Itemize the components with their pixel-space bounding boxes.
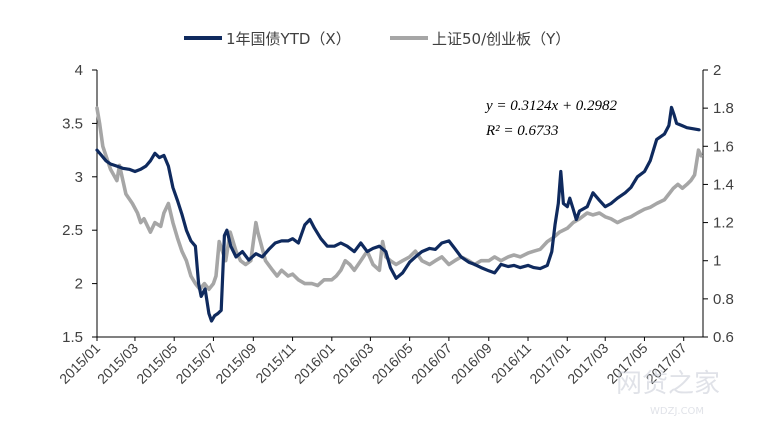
watermark-text: 网贷之家 bbox=[616, 369, 720, 399]
x-tick-label: 2016/05 bbox=[369, 340, 416, 387]
series-layer bbox=[95, 105, 703, 323]
y-right-tick-label: 1.6 bbox=[713, 138, 734, 155]
legend: 1年国债YTD（X） 上证50/创业板（Y） bbox=[184, 30, 570, 48]
y-left-tick-label: 1.5 bbox=[62, 329, 83, 346]
y-left-tick-labels: 4 3.5 3 2.5 2 1.5 bbox=[62, 62, 97, 346]
x-tick-label: 2017/03 bbox=[564, 340, 611, 387]
r-squared: R² = 0.6733 bbox=[485, 123, 559, 139]
x-tick-label: 2015/07 bbox=[172, 340, 219, 387]
legend-label-bond-ytd: 1年国债YTD（X） bbox=[226, 30, 351, 48]
y-right-tick-label: 0.6 bbox=[713, 329, 734, 346]
x-tick-label: 2016/03 bbox=[329, 340, 376, 387]
x-tick-label: 2016/09 bbox=[448, 340, 495, 387]
regression-annotation: y = 0.3124x + 0.2982 R² = 0.6733 bbox=[484, 98, 618, 139]
y-left-tick-label: 2.5 bbox=[62, 222, 83, 239]
x-tick-label: 2015/09 bbox=[212, 340, 259, 387]
y-left-tick-label: 2 bbox=[75, 276, 83, 293]
y-right-tick-label: 0.8 bbox=[713, 291, 734, 308]
legend-label-sz50-chinext: 上证50/创业板（Y） bbox=[432, 30, 570, 48]
y-right-tick-labels: 2 1.8 1.6 1.4 1.2 1 0.8 0.6 bbox=[703, 62, 734, 346]
y-right-tick-label: 1.4 bbox=[713, 176, 734, 193]
y-left-tick-label: 3.5 bbox=[62, 115, 83, 132]
watermark-subtext: WDZJ.COM bbox=[650, 406, 704, 417]
y-left-tick-label: 3 bbox=[75, 169, 83, 186]
x-tick-label: 2016/11 bbox=[488, 340, 535, 387]
y-left-tick-label: 4 bbox=[75, 62, 83, 79]
y-right-tick-label: 1.8 bbox=[713, 100, 734, 117]
series-line-sz50-chinext bbox=[95, 106, 703, 292]
x-tick-label: 2016/07 bbox=[408, 340, 455, 387]
y-right-tick-label: 2 bbox=[713, 62, 721, 79]
x-tick-label: 2016/01 bbox=[291, 340, 338, 387]
x-tick-label: 2015/03 bbox=[94, 340, 141, 387]
x-tick-labels: 2015/012015/032015/052015/072015/092015/… bbox=[56, 337, 690, 387]
x-tick-label: 2015/05 bbox=[133, 340, 180, 387]
x-tick-label: 2017/01 bbox=[526, 340, 573, 387]
series-line-bond-ytd bbox=[95, 105, 701, 323]
x-tick-label: 2015/01 bbox=[56, 340, 103, 387]
x-tick-label: 2015/11 bbox=[252, 340, 299, 387]
watermark: 网贷之家 WDZJ.COM bbox=[616, 369, 720, 417]
y-right-tick-label: 1.2 bbox=[713, 215, 734, 232]
y-right-tick-label: 1 bbox=[713, 253, 721, 270]
regression-equation: y = 0.3124x + 0.2982 bbox=[484, 98, 618, 114]
